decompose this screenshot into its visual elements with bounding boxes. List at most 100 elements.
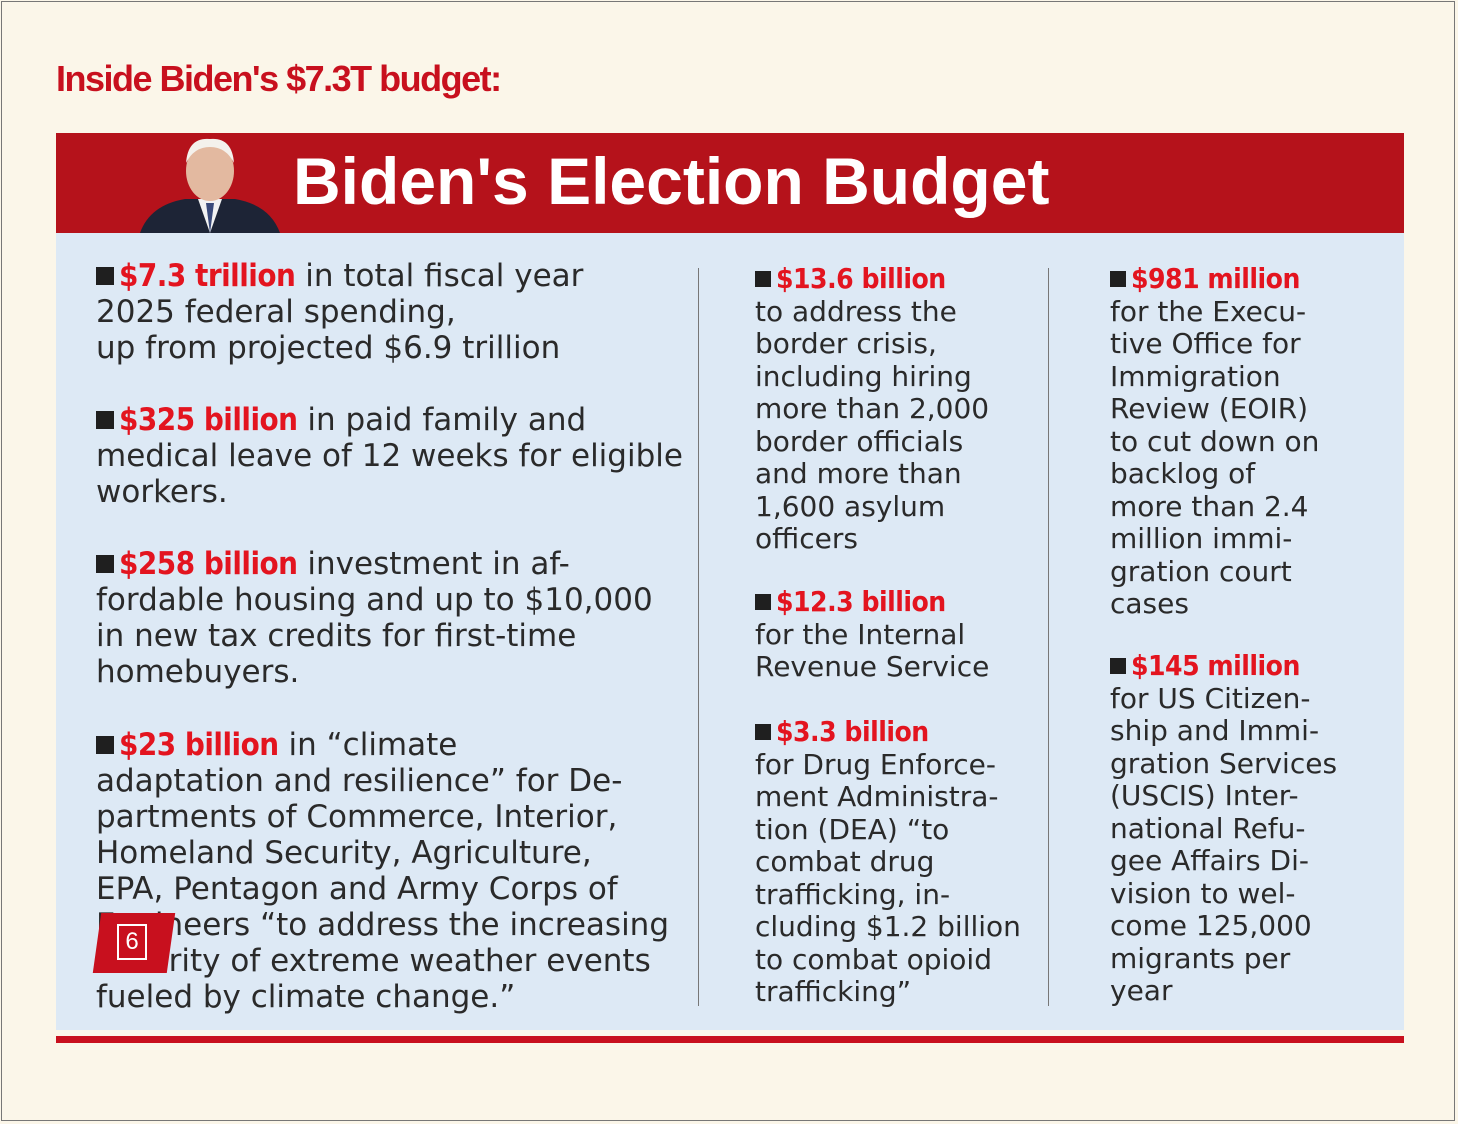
item-line: for US Citizen-	[1110, 681, 1311, 715]
item-line: to combat opioid	[755, 942, 992, 976]
bullet	[96, 555, 114, 573]
amount: $3.3 billion	[776, 715, 929, 748]
item-line: in new tax credits for first-time	[96, 618, 577, 654]
bullet	[96, 267, 114, 285]
line-row: year	[1110, 974, 1337, 1008]
line-row: Review (EOIR)	[1110, 392, 1319, 426]
item-line: adaptation and resilience” for De-	[96, 763, 623, 799]
line-row: border officials	[755, 424, 989, 459]
item-line: border officials	[755, 424, 964, 458]
line-row: 1,600 asylum	[755, 489, 989, 524]
line-row: in new tax credits for first-time	[96, 618, 653, 654]
item-head: $13.6 billion	[755, 262, 989, 296]
line-row: for US Citizen-	[1110, 681, 1337, 716]
line-row: ment Administra-	[755, 780, 1021, 814]
amount: $7.3 trillion	[119, 258, 296, 294]
line-row: to cut down on	[1110, 424, 1320, 459]
line-row: combat drug	[755, 845, 1021, 879]
budget-item: $23 billion in “climate adaptation and re…	[96, 727, 669, 1015]
item-line: ship and Immi-	[1110, 714, 1320, 747]
item-line: year	[1110, 974, 1173, 1007]
item-line: Homeland Security, Agriculture,	[96, 835, 592, 871]
item-line: medical leave of 12 weeks for eligible	[96, 438, 683, 474]
item-line: severity of extreme weather events	[96, 943, 651, 979]
line-row: come 125,000	[1110, 909, 1337, 943]
line-row: trafficking, in-	[755, 878, 1021, 912]
item-line: officers	[755, 522, 858, 555]
item-line: come 125,000	[1110, 909, 1312, 942]
bullet	[755, 724, 771, 740]
portrait	[140, 138, 280, 233]
page-title: Inside Biden's $7.3T budget:	[56, 58, 502, 99]
line-row: ship and Immi-	[1110, 714, 1337, 748]
line-row: gee Affairs Di-	[1110, 844, 1337, 878]
line-row: up from projected $6.9 trillion	[96, 330, 583, 366]
line-row: for the Internal	[755, 618, 989, 652]
line-row: 2025 federal spending,	[96, 294, 583, 330]
item-line: EPA, Pentagon and Army Corps of	[96, 871, 618, 907]
item-head: $325 billion in paid family and	[96, 402, 683, 438]
line-row: severity of extreme weather events	[96, 943, 669, 979]
item-line: 1,600 asylum	[755, 489, 946, 523]
item-line: to cut down on	[1110, 424, 1320, 458]
item-line: more than 2,000	[755, 392, 990, 425]
line-row: adaptation and resilience” for De-	[96, 763, 669, 799]
item-line: in paid family and	[307, 402, 587, 438]
line-row: gration Services	[1110, 746, 1338, 781]
line-row: Revenue Service	[755, 650, 990, 684]
line-row: more than 2,000	[755, 392, 990, 426]
item-line: tion (DEA) “to	[755, 812, 950, 846]
infographic: Biden's Election Budget	[56, 133, 1404, 1030]
line-row: medical leave of 12 weeks for eligible	[96, 438, 683, 474]
line-row: and more than	[755, 457, 989, 491]
budget-item: $3.3 billion for Drug Enforce-ment Admini…	[755, 715, 1021, 1009]
item-line: in “climate	[288, 727, 458, 763]
item-head: $3.3 billion	[755, 715, 1021, 749]
line-row: national Refu-	[1110, 811, 1337, 846]
item-line: cluding $1.2 billion	[755, 910, 1021, 943]
item-line: fueled by climate change.”	[96, 979, 516, 1015]
line-row: backlog of	[1110, 457, 1319, 491]
item-line: including hiring	[755, 359, 972, 393]
item-line: combat drug	[755, 845, 935, 878]
item-line: Review (EOIR)	[1110, 392, 1309, 425]
item-line: in total fiscal year	[305, 258, 584, 294]
item-line: Revenue Service	[755, 650, 990, 683]
line-row: Homeland Security, Agriculture,	[96, 835, 669, 871]
item-line: backlog of	[1110, 457, 1256, 490]
bottom-rule	[56, 1036, 1404, 1043]
item-line: for Drug Enforce-	[755, 747, 996, 781]
item-line: up from projected $6.9 trillion	[96, 330, 561, 366]
item-head: $258 billion investment in af-	[96, 546, 653, 582]
line-row: to address the	[755, 295, 989, 329]
item-head: $12.3 billion	[755, 585, 989, 619]
item-line: Immigration	[1110, 359, 1281, 393]
line-row: to combat opioid	[755, 942, 1021, 977]
item-line: migrants per	[1110, 941, 1291, 975]
item-line: fordable housing and up to $10,000	[96, 582, 653, 618]
line-row: tion (DEA) “to	[755, 812, 1021, 847]
item-line: tive Office for	[1110, 327, 1301, 360]
item-line: Engineers “to address the increasing	[96, 907, 670, 943]
banner: Biden's Election Budget	[56, 133, 1404, 233]
item-line: (USCIS) Inter-	[1110, 779, 1299, 812]
amount: $13.6 billion	[776, 262, 946, 295]
item-line: gration Services	[1110, 746, 1338, 780]
budget-item: $7.3 trillion in total fiscal year 2025 f…	[96, 258, 583, 366]
line-row: including hiring	[755, 359, 989, 394]
item-line: gration court	[1110, 554, 1292, 588]
item-line: for the Execu-	[1110, 294, 1307, 328]
line-row: EPA, Pentagon and Army Corps of	[96, 871, 669, 907]
item-head: $145 million	[1110, 649, 1337, 683]
item-line: 2025 federal spending,	[96, 294, 456, 330]
item-line: investment in af-	[307, 546, 570, 582]
page-number: 6	[117, 924, 147, 960]
amount: $325 billion	[119, 402, 298, 438]
line-row: million immi-	[1110, 522, 1319, 556]
line-row: gration court	[1110, 554, 1319, 589]
line-row: partments of Commerce, Interior,	[96, 799, 669, 835]
line-row: tive Office for	[1110, 327, 1319, 361]
item-line: national Refu-	[1110, 811, 1306, 845]
